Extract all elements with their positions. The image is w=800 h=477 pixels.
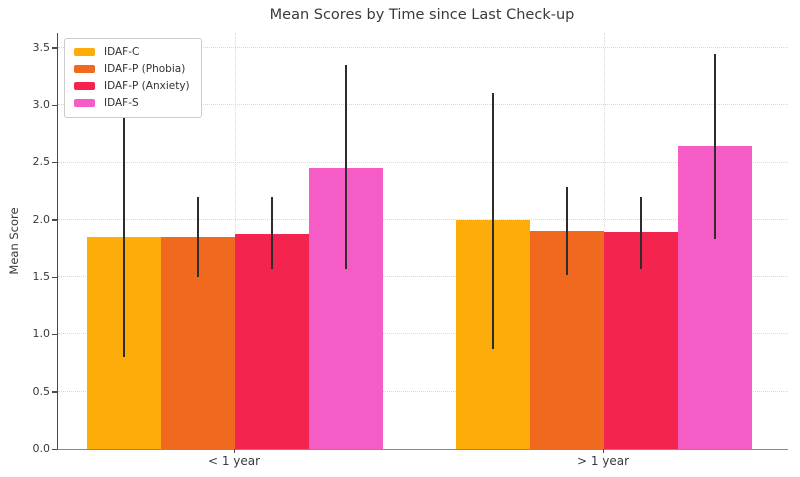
y-tick-label: 1.5 (32, 270, 51, 284)
h-gridline (58, 161, 788, 163)
y-tick-label: 0.5 (32, 384, 51, 398)
legend-label: IDAF-S (104, 97, 139, 109)
h-gridline (58, 333, 788, 335)
x-tick-mark (233, 449, 235, 453)
y-tick-label: 2.5 (32, 155, 51, 169)
legend: IDAF-C IDAF-P (Phobia) IDAF-P (Anxiety) IDA… (64, 38, 202, 118)
y-tick-label: 2.0 (32, 212, 51, 226)
error-bar (640, 196, 642, 270)
legend-item: IDAF-S (74, 97, 190, 109)
y-tick-mark (52, 219, 57, 221)
y-tick-mark (52, 161, 57, 164)
legend-item: IDAF-C (74, 46, 190, 58)
error-bar (714, 53, 716, 240)
legend-label: IDAF-P (Anxiety) (104, 80, 190, 92)
legend-swatch (74, 65, 95, 73)
y-tick-mark (52, 333, 57, 336)
h-gridline (58, 276, 788, 278)
legend-swatch (74, 82, 95, 90)
legend-item: IDAF-P (Phobia) (74, 63, 190, 75)
y-tick-label: 0.0 (32, 442, 51, 455)
error-bar (566, 186, 568, 275)
legend-item: IDAF-P (Anxiety) (74, 80, 190, 92)
bar (235, 233, 309, 449)
x-tick-mark (602, 449, 604, 453)
error-bar (345, 65, 347, 270)
h-gridline (58, 218, 788, 220)
x-tick-label: < 1 year (207, 454, 261, 468)
error-bar (123, 116, 125, 358)
h-gridline (58, 104, 788, 106)
chart-title: Mean Scores by Time since Last Check-up (269, 7, 575, 23)
error-bar (271, 196, 273, 270)
legend-swatch (74, 48, 95, 56)
legend-label: IDAF-C (104, 46, 140, 58)
y-tick-label: 1.0 (32, 327, 51, 341)
plot-area: IDAF-C IDAF-P (Phobia) IDAF-P (Anxiety) IDA… (57, 33, 788, 450)
y-tick-mark (52, 391, 57, 393)
x-tick-label: > 1 year (576, 454, 630, 468)
h-gridline (58, 390, 788, 392)
y-tick-label: 3.0 (32, 98, 51, 112)
y-tick-mark (52, 104, 57, 107)
y-tick-mark (52, 276, 57, 279)
y-tick-mark (52, 47, 57, 49)
h-gridline (58, 46, 788, 48)
legend-swatch (74, 99, 95, 107)
error-bar (197, 196, 199, 278)
legend-label: IDAF-P (Phobia) (104, 63, 186, 75)
error-bar (492, 92, 494, 350)
y-tick-mark (52, 448, 57, 450)
y-tick-label: 3.5 (32, 40, 51, 54)
